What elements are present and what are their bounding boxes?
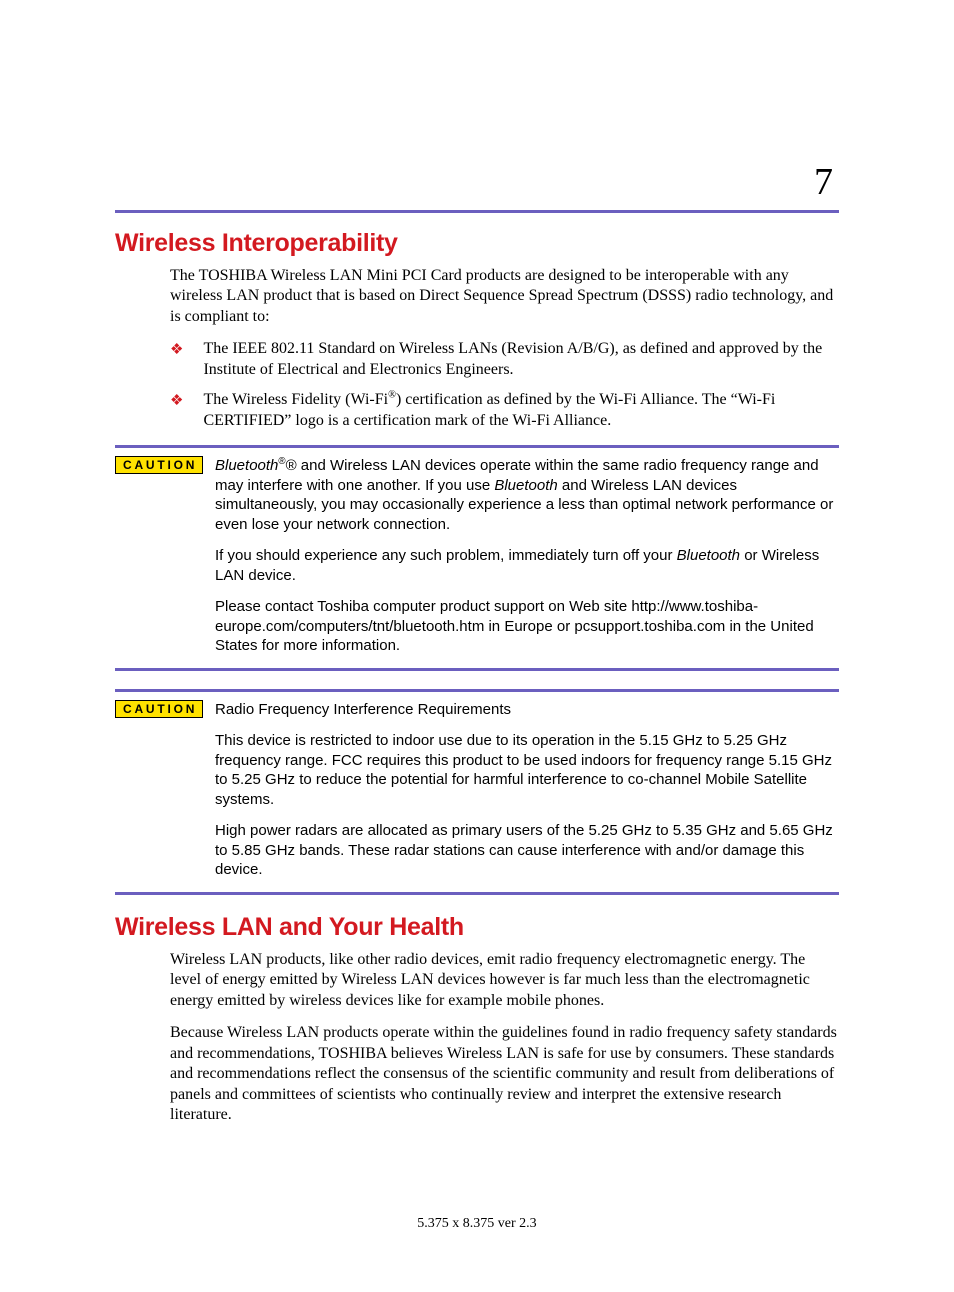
bullet-icon: ❖ [170,341,183,360]
bullet-text: The IEEE 802.11 Standard on Wireless LAN… [203,339,839,380]
top-rule [115,210,839,213]
caution-label-wrap: CAUTION [115,456,215,474]
caution-paragraph: Radio Frequency Interference Requirement… [215,700,839,720]
interop-bullet-list: ❖ The IEEE 802.11 Standard on Wireless L… [170,339,839,431]
caution-label-wrap: CAUTION [115,700,215,718]
heading-wireless-health: Wireless LAN and Your Health [115,913,839,942]
health-para-1: Wireless LAN products, like other radio … [170,950,839,1011]
caution-label: CAUTION [115,456,203,474]
caution-label: CAUTION [115,700,203,718]
caution-paragraph: This device is restricted to indoor use … [215,731,839,809]
footer-text: 5.375 x 8.375 ver 2.3 [115,1216,839,1232]
caution-rule-bottom [115,668,839,671]
bullet-text: The Wireless Fidelity (Wi-Fi®) certifica… [203,390,839,431]
list-item: ❖ The IEEE 802.11 Standard on Wireless L… [170,339,839,380]
caution-paragraph: If you should experience any such proble… [215,546,839,585]
document-page: 7 Wireless Interoperability The TOSHIBA … [0,0,954,1292]
caution-paragraph: High power radars are allocated as prima… [215,821,839,880]
interop-intro: The TOSHIBA Wireless LAN Mini PCI Card p… [170,266,839,327]
caution-body: Radio Frequency Interference Requirement… [215,700,839,892]
caution-block-rf: CAUTION Radio Frequency Interference Req… [115,689,839,895]
bullet-icon: ❖ [170,392,183,411]
caution-paragraph: Please contact Toshiba computer product … [215,597,839,656]
list-item: ❖ The Wireless Fidelity (Wi-Fi®) certifi… [170,390,839,431]
caution-body: Bluetooth®® and Wireless LAN devices ope… [215,456,839,668]
caution-paragraph: Bluetooth®® and Wireless LAN devices ope… [215,456,839,534]
caution-rule-bottom [115,892,839,895]
heading-wireless-interop: Wireless Interoperability [115,229,839,258]
caution-block-bluetooth: CAUTION Bluetooth®® and Wireless LAN dev… [115,445,839,671]
page-number: 7 [115,160,839,204]
health-para-2: Because Wireless LAN products operate wi… [170,1023,839,1125]
